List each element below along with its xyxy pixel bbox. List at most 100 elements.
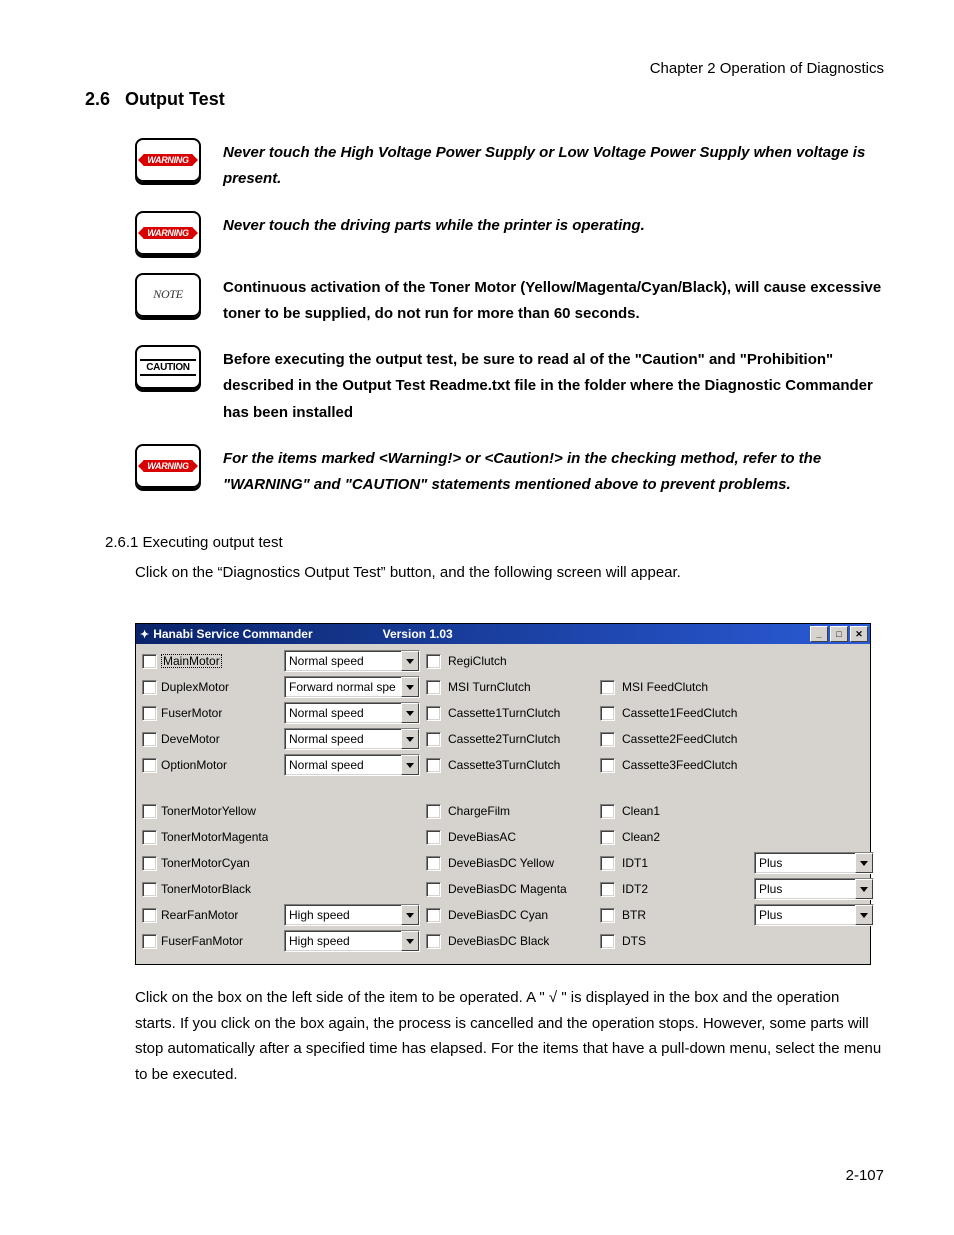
combo-btr[interactable]: Plus <box>754 904 874 926</box>
warning-text: Never touch the High Voltage Power Suppl… <box>223 138 884 193</box>
label-tonermotoryellow: TonerMotorYellow <box>161 804 256 818</box>
label-devebiasdcblack: DeveBiasDC Black <box>448 934 549 948</box>
section-name: Output Test <box>125 89 225 109</box>
checkbox-devebiasdccyan[interactable] <box>426 908 441 923</box>
label-idt1: IDT1 <box>622 856 648 870</box>
warning-icon: WARNING <box>135 211 201 255</box>
checkbox-devebiasdcblack[interactable] <box>426 934 441 949</box>
chevron-down-icon[interactable] <box>401 703 419 723</box>
chapter-header: Chapter 2 Operation of Diagnostics <box>95 60 884 77</box>
label-btr: BTR <box>622 908 646 922</box>
checkbox-optionmotor[interactable] <box>142 758 157 773</box>
warning-icon: WARNING <box>135 138 201 182</box>
checkbox-msifeedclutch[interactable] <box>600 680 615 695</box>
chevron-down-icon[interactable] <box>401 651 419 671</box>
label-fuserfanmotor: FuserFanMotor <box>161 934 243 948</box>
checkbox-regiclutch[interactable] <box>426 654 441 669</box>
label-msifeedclutch: MSI FeedClutch <box>622 680 708 694</box>
after-paragraph: Click on the box on the left side of the… <box>135 985 884 1087</box>
label-tonermotorcyan: TonerMotorCyan <box>161 856 250 870</box>
combo-devemotor[interactable]: Normal speed <box>284 728 420 750</box>
titlebar[interactable]: ✦ Hanabi Service Commander Version 1.03 … <box>136 624 870 644</box>
label-cassette2feed: Cassette2FeedClutch <box>622 732 737 746</box>
note-text: Continuous activation of the Toner Motor… <box>223 273 884 328</box>
label-fusermotor: FuserMotor <box>161 706 222 720</box>
chevron-down-icon[interactable] <box>855 853 873 873</box>
maximize-button[interactable]: □ <box>830 626 848 642</box>
section-title: 2.6 Output Test <box>85 89 884 110</box>
checkbox-devemotor[interactable] <box>142 732 157 747</box>
label-clean1: Clean1 <box>622 804 660 818</box>
caution-icon: CAUTION <box>135 345 201 389</box>
checkbox-tonermotormagenta[interactable] <box>142 830 157 845</box>
label-chargefilm: ChargeFilm <box>448 804 510 818</box>
chevron-down-icon[interactable] <box>401 729 419 749</box>
chevron-down-icon[interactable] <box>855 905 873 925</box>
checkbox-clean1[interactable] <box>600 804 615 819</box>
close-button[interactable]: ✕ <box>850 626 868 642</box>
intro-paragraph: Click on the “Diagnostics Output Test” b… <box>135 561 884 585</box>
label-devebiasdcyellow: DeveBiasDC Yellow <box>448 856 554 870</box>
page-number: 2-107 <box>95 1167 884 1184</box>
checkbox-devebiasdcyellow[interactable] <box>426 856 441 871</box>
label-mainmotor: MainMotor <box>161 654 222 668</box>
label-dts: DTS <box>622 934 646 948</box>
checkbox-cassette1feed[interactable] <box>600 706 615 721</box>
minimize-button[interactable]: _ <box>810 626 828 642</box>
label-cassette2turn: Cassette2TurnClutch <box>448 732 560 746</box>
combo-optionmotor[interactable]: Normal speed <box>284 754 420 776</box>
checkbox-dts[interactable] <box>600 934 615 949</box>
combo-duplexmotor[interactable]: Forward normal spe <box>284 676 420 698</box>
label-devebiasac: DeveBiasAC <box>448 830 516 844</box>
checkbox-tonermotorcyan[interactable] <box>142 856 157 871</box>
combo-fuserfanmotor[interactable]: High speed <box>284 930 420 952</box>
section-number: 2.6 <box>85 89 110 109</box>
label-duplexmotor: DuplexMotor <box>161 680 229 694</box>
label-msiturnclutch: MSI TurnClutch <box>448 680 531 694</box>
checkbox-fusermotor[interactable] <box>142 706 157 721</box>
app-icon: ✦ <box>140 628 149 641</box>
checkbox-cassette2turn[interactable] <box>426 732 441 747</box>
checkbox-btr[interactable] <box>600 908 615 923</box>
checkbox-cassette3feed[interactable] <box>600 758 615 773</box>
checkbox-clean2[interactable] <box>600 830 615 845</box>
label-regiclutch: RegiClutch <box>448 654 507 668</box>
checkbox-idt1[interactable] <box>600 856 615 871</box>
combo-rearfanmotor[interactable]: High speed <box>284 904 420 926</box>
checkbox-duplexmotor[interactable] <box>142 680 157 695</box>
checkbox-cassette1turn[interactable] <box>426 706 441 721</box>
label-idt2: IDT2 <box>622 882 648 896</box>
combo-mainmotor[interactable]: Normal speed <box>284 650 420 672</box>
window-version: Version 1.03 <box>383 627 453 641</box>
chevron-down-icon[interactable] <box>401 677 419 697</box>
combo-fusermotor[interactable]: Normal speed <box>284 702 420 724</box>
chevron-down-icon[interactable] <box>401 755 419 775</box>
combo-idt2[interactable]: Plus <box>754 878 874 900</box>
chevron-down-icon[interactable] <box>401 905 419 925</box>
label-cassette1feed: Cassette1FeedClutch <box>622 706 737 720</box>
label-cassette3turn: Cassette3TurnClutch <box>448 758 560 772</box>
checkbox-chargefilm[interactable] <box>426 804 441 819</box>
chevron-down-icon[interactable] <box>401 931 419 951</box>
checkbox-rearfanmotor[interactable] <box>142 908 157 923</box>
combo-idt1[interactable]: Plus <box>754 852 874 874</box>
warning-text: Never touch the driving parts while the … <box>223 211 645 239</box>
label-devebiasdcmagenta: DeveBiasDC Magenta <box>448 882 567 896</box>
checkbox-cassette3turn[interactable] <box>426 758 441 773</box>
subsection-heading: 2.6.1 Executing output test <box>105 534 884 551</box>
warning-icon: WARNING <box>135 444 201 488</box>
checkbox-devebiasdcmagenta[interactable] <box>426 882 441 897</box>
checkbox-tonermotoryellow[interactable] <box>142 804 157 819</box>
checkbox-msiturnclutch[interactable] <box>426 680 441 695</box>
label-rearfanmotor: RearFanMotor <box>161 908 238 922</box>
label-cassette1turn: Cassette1TurnClutch <box>448 706 560 720</box>
checkbox-devebiasac[interactable] <box>426 830 441 845</box>
checkbox-fuserfanmotor[interactable] <box>142 934 157 949</box>
checkbox-idt2[interactable] <box>600 882 615 897</box>
checkbox-tonermotorblack[interactable] <box>142 882 157 897</box>
warning-text: For the items marked <Warning!> or <Caut… <box>223 444 884 499</box>
label-devebiasdccyan: DeveBiasDC Cyan <box>448 908 548 922</box>
checkbox-mainmotor[interactable] <box>142 654 157 669</box>
checkbox-cassette2feed[interactable] <box>600 732 615 747</box>
chevron-down-icon[interactable] <box>855 879 873 899</box>
